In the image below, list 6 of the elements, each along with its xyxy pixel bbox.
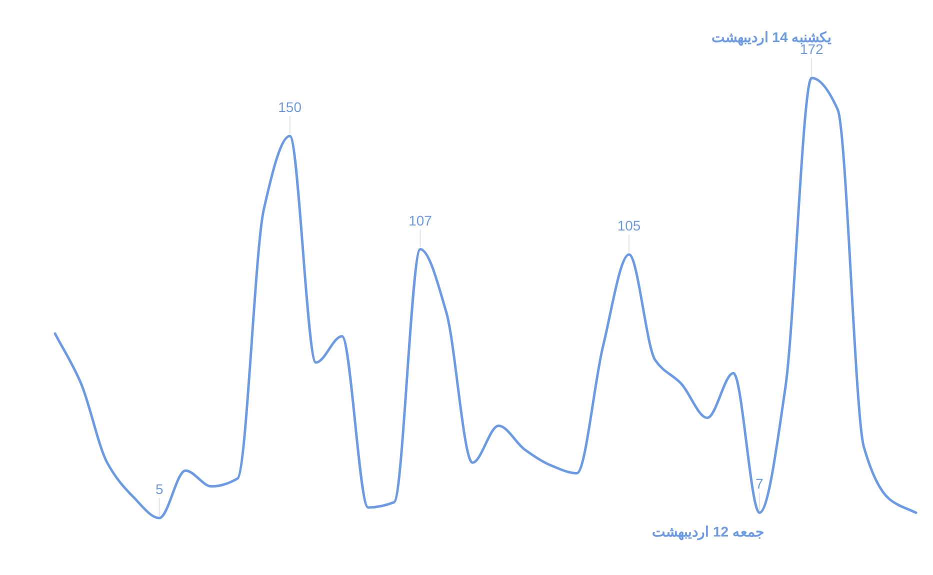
- data-label: 107: [408, 212, 432, 228]
- text: جمعه 12 اردیبهشت: [652, 524, 764, 541]
- data-label: 150: [278, 98, 302, 115]
- data-label: 5: [155, 481, 164, 497]
- data-label: 105: [617, 218, 641, 234]
- data-label: 7: [756, 476, 764, 492]
